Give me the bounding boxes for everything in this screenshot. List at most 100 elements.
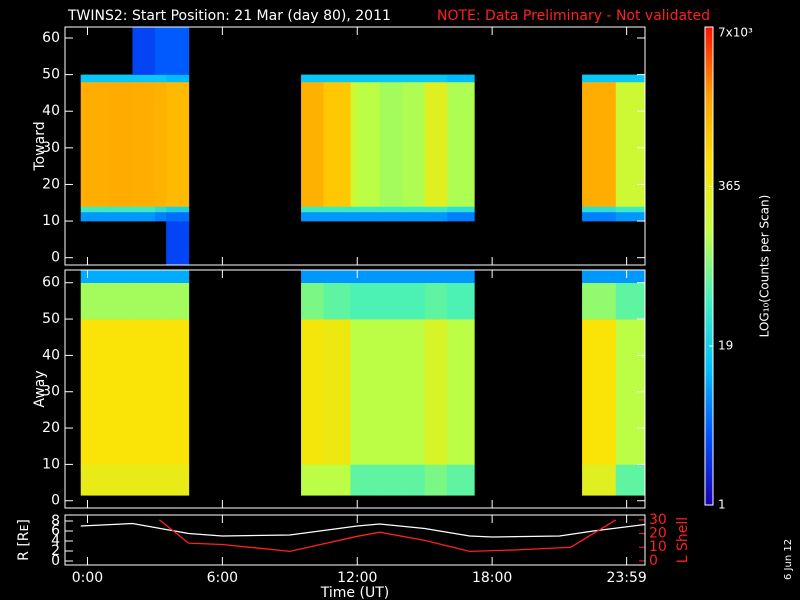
heatmap-cell <box>350 282 358 320</box>
heatmap-cell <box>350 464 358 496</box>
y-tick-label: 50 <box>42 311 60 327</box>
heatmap-cell <box>323 81 352 207</box>
heatmap-cell <box>323 282 352 320</box>
heatmap-cell <box>615 282 645 320</box>
heatmap-cell <box>402 319 426 465</box>
y-tick-label: 0 <box>51 493 60 509</box>
heatmap-cell <box>357 319 381 465</box>
line-series <box>159 519 617 552</box>
heatmap-cell <box>582 270 617 284</box>
heatmap-cell <box>132 27 156 75</box>
heatmap-cell <box>582 211 617 222</box>
heatmap-cell <box>166 206 190 213</box>
y-tick-label: 30 <box>42 140 60 156</box>
heatmap-cell <box>154 319 167 465</box>
heatmap-cell <box>80 270 111 284</box>
colorbar-label: LOG₁₀(Counts per Scan) <box>758 195 772 338</box>
heatmap-cell <box>447 319 475 465</box>
y-tick-label: 40 <box>42 103 60 119</box>
heatmap-cell <box>357 211 381 222</box>
heatmap-cell <box>301 464 325 496</box>
line-series <box>80 522 645 538</box>
y-tick-label: 0 <box>51 250 60 266</box>
heatmap-cell <box>166 464 190 496</box>
heatmap-cell <box>350 270 358 284</box>
heatmap-cell <box>615 206 645 213</box>
colorbar <box>704 26 714 506</box>
y-axis-label: R [Rᴇ] <box>16 519 32 561</box>
heatmap-cell <box>357 81 381 207</box>
heatmap-cell <box>582 282 617 320</box>
heatmap-cell <box>80 464 111 496</box>
y-axis-label: Toward <box>32 121 48 171</box>
heatmap-cell <box>301 211 325 222</box>
heatmap-cell <box>379 211 403 222</box>
heatmap-cell <box>424 270 448 284</box>
heatmap-cell <box>154 27 167 75</box>
heatmap-cell <box>323 206 352 213</box>
heatmap-cell <box>301 270 325 284</box>
heatmap-cell <box>166 221 190 265</box>
heatmap-cell <box>132 206 156 213</box>
heatmap-cell <box>402 211 426 222</box>
heatmap-cell <box>615 81 645 207</box>
heatmap-cell <box>154 282 167 320</box>
heatmap-cell <box>447 206 475 213</box>
heatmap-cell <box>109 81 133 207</box>
x-tick-label: 18:00 <box>472 570 512 586</box>
y-tick-label: 8 <box>51 513 60 529</box>
heatmap-cell <box>80 282 111 320</box>
heatmap-cell <box>132 319 156 465</box>
x-axis-label: Time (UT) <box>320 585 389 600</box>
heatmap-cell <box>301 319 325 465</box>
heatmap-cell <box>109 282 133 320</box>
heatmap-cell <box>132 282 156 320</box>
heatmap-cell <box>424 211 448 222</box>
heatmap-cell <box>379 464 403 496</box>
y-tick-label: 40 <box>42 347 60 363</box>
heatmap-cell <box>154 81 167 207</box>
heatmap-cell <box>357 74 381 83</box>
heatmap-cell <box>166 27 190 75</box>
heatmap-cell <box>132 211 156 222</box>
y-tick-label: 4 <box>51 533 60 549</box>
heatmap-cell <box>379 319 403 465</box>
y-tick-label: 0 <box>51 553 60 569</box>
heatmap-cell <box>80 211 111 222</box>
plot-area <box>80 519 645 552</box>
heatmap-cell <box>109 270 133 284</box>
heatmap-cell <box>301 81 325 207</box>
heatmap-cell <box>447 464 475 496</box>
y2-tick-label: 10 <box>649 539 667 555</box>
y-axis-label: Away <box>32 370 48 407</box>
heatmap-cell <box>357 270 381 284</box>
heatmap-cell <box>80 74 111 83</box>
heatmap-cell <box>166 211 190 222</box>
x-tick-label: 23:59 <box>606 570 646 586</box>
colorbar-tick-label: 19 <box>718 339 733 353</box>
y-tick-label: 2 <box>51 543 60 559</box>
heatmap-cell <box>615 464 645 496</box>
heatmap-cell <box>301 206 325 213</box>
heatmap-cell <box>166 282 190 320</box>
heatmap-cell <box>447 74 475 83</box>
heatmap-cell <box>357 282 381 320</box>
heatmap-cell <box>350 206 358 213</box>
heatmap-cell <box>350 211 358 222</box>
heatmap-cell <box>615 211 645 222</box>
y-tick-label: 20 <box>42 420 60 436</box>
heatmap-cell <box>582 81 617 207</box>
heatmap-cell <box>424 81 448 207</box>
heatmap-cell <box>582 464 617 496</box>
heatmap-cell <box>301 282 325 320</box>
heatmap-cell <box>109 74 133 83</box>
heatmap-cell <box>154 211 167 222</box>
note: NOTE: Data Preliminary - Not validated <box>437 8 710 24</box>
x-tick-label: 12:00 <box>337 570 377 586</box>
heatmap-cell <box>154 74 167 83</box>
plot-area <box>80 270 645 496</box>
heatmap-cell <box>424 206 448 213</box>
heatmap-cell <box>80 81 111 207</box>
